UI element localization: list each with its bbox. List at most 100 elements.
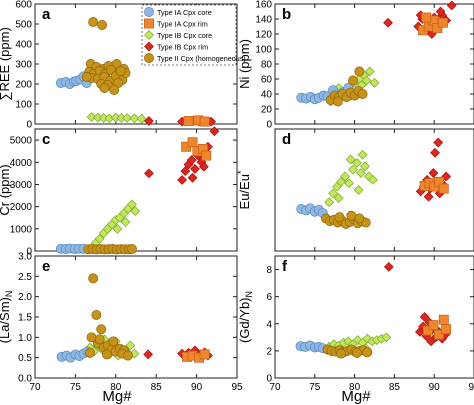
point-ii [127,244,137,254]
series-ia_rim [418,12,448,36]
series-ia_rim [183,115,210,127]
y-tick-label: 2 [266,346,272,357]
y-tick-label: 4 [266,319,272,330]
y-tick-label: 6 [266,292,272,303]
y-tick-label: 4000 [10,158,33,169]
x-tick-label: 85 [389,382,401,393]
point-ib_rim [428,168,439,178]
y-tick-label: 3000 [10,180,33,191]
series-ii [81,17,131,95]
y-tick-label: 1000 [10,224,33,235]
legend: Type IA Cpx core Type IA Cpx rim Type IB C… [141,4,246,66]
series-ii [325,66,368,107]
series-ii [320,210,371,229]
y-tick-label: 120 [255,30,272,41]
x-tick-label: 80 [110,382,122,393]
point-ib_core [364,66,375,77]
point-ia_rim [199,116,210,127]
point-ia_rim [428,320,439,331]
y-axis-label: (Gd/Yb)N [237,291,254,343]
x-axis-label-left: Mg# [102,388,132,405]
point-ib_core [368,174,378,185]
point-ia_rim [438,314,449,325]
point-ib_rim [433,137,444,148]
point-ib_core [356,168,366,178]
point-ib_rim [446,0,457,11]
series-ib_core [86,112,147,124]
y-tick-label: 3.0 [18,252,32,263]
series-ii [84,273,133,361]
legend-label: Type IA Cpx rim [157,20,208,29]
point-ib_rim [186,155,197,165]
point-ia_rim [441,324,452,335]
panel-d: d Eu/Eu* [236,128,474,252]
series-ia_core [55,243,89,254]
x-tick-label: 85 [151,382,163,393]
point-ii [81,72,92,82]
panel-frame [274,255,474,379]
y-axis-label: (La/Sm)N [0,291,14,344]
y-tick-label: 0 [26,247,32,258]
point-ib_rim [143,349,154,360]
point-ib_core [129,113,140,124]
x-tick-label: 80 [349,382,361,393]
legend-marker-ia_rim [144,18,154,29]
point-ii [97,20,108,30]
point-ib_core [353,185,364,195]
point-ii [122,350,133,361]
point-ii [354,213,365,224]
x-tick-label: 70 [269,382,281,393]
point-ib_rim [198,161,209,172]
point-ib_core [336,176,346,187]
series-ia_rim [181,349,210,363]
y-tick-label: 500 [15,20,32,31]
point-ib_rim [177,175,187,185]
point-ii [88,17,99,27]
legend-label: Type II Cpx (homogeneous) [157,54,246,63]
point-ib_rim [180,166,191,177]
point-ib_core [369,77,380,88]
panel-label: f [282,258,288,275]
series-ib_core [90,199,141,249]
y-tick-label: 0 [26,120,32,131]
point-ib_rim [423,191,434,202]
point-ib_core [112,223,123,234]
y-tick-label: 300 [15,60,32,71]
point-ib_core [381,332,392,343]
point-ii [354,66,365,77]
y-tick-label: 40 [261,90,273,101]
y-tick-label: 0.5 [18,353,32,364]
y-tick-label: 200 [15,80,32,91]
point-ii [352,347,362,358]
point-ib_rim [187,172,198,183]
point-ia_rim [432,23,443,33]
point-ib_core [344,178,354,189]
point-ib_rim [383,261,394,272]
point-ia_rim [422,325,433,336]
y-tick-label: 160 [255,0,272,11]
point-ib_core [340,171,350,182]
point-ib_core [348,164,358,175]
series-ia_rim [419,176,449,194]
x-tick-label: 90 [191,382,203,393]
panel-a: 0 100 200 300 400 500 600 a ∑REE (ppm) [0,0,238,131]
point-ib_core [127,199,137,210]
point-ib_rim [419,312,430,322]
legend-box [141,4,237,66]
panel-label: e [42,258,50,275]
y-tick-label: 100 [255,45,272,56]
point-ia_rim [421,12,432,23]
y-axis-label: Ni (ppm) [237,39,252,89]
point-ib_rim [441,171,452,182]
point-ib_core [130,206,141,216]
y-tick-label: 1.0 [18,333,32,344]
panel-b: 0 20 40 60 80 100 120 140 160 b Ni (ppm) [237,0,474,131]
point-ii [115,66,126,76]
y-tick-label: 0.0 [18,374,32,385]
point-ia_rim [183,116,194,126]
y-axis-label: Eu/Eu* [236,170,252,209]
panel-label: b [282,6,291,23]
point-ib_core [324,197,335,208]
point-ib_rim [144,168,154,179]
point-ii [101,349,112,360]
